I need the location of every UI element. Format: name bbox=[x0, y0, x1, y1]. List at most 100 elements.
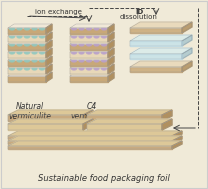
Polygon shape bbox=[108, 48, 114, 58]
Polygon shape bbox=[8, 141, 172, 144]
Polygon shape bbox=[70, 60, 108, 66]
Polygon shape bbox=[8, 76, 46, 82]
Text: C4
vermiculite: C4 vermiculite bbox=[71, 102, 114, 121]
Polygon shape bbox=[72, 60, 77, 62]
Polygon shape bbox=[130, 54, 182, 59]
Polygon shape bbox=[8, 110, 93, 115]
Polygon shape bbox=[102, 44, 106, 46]
Polygon shape bbox=[8, 119, 93, 124]
Polygon shape bbox=[8, 28, 46, 34]
Polygon shape bbox=[8, 115, 83, 121]
Polygon shape bbox=[8, 44, 46, 50]
Polygon shape bbox=[8, 36, 46, 42]
Text: ID: ID bbox=[135, 9, 143, 15]
Polygon shape bbox=[83, 110, 93, 121]
Polygon shape bbox=[25, 44, 30, 46]
Polygon shape bbox=[8, 60, 46, 66]
Polygon shape bbox=[102, 60, 106, 62]
Polygon shape bbox=[130, 54, 182, 59]
Polygon shape bbox=[70, 44, 108, 50]
Polygon shape bbox=[8, 124, 83, 130]
Polygon shape bbox=[10, 44, 15, 46]
Polygon shape bbox=[17, 29, 22, 30]
Polygon shape bbox=[182, 61, 192, 72]
Polygon shape bbox=[8, 131, 182, 136]
Polygon shape bbox=[102, 68, 106, 70]
Polygon shape bbox=[172, 136, 182, 144]
Polygon shape bbox=[8, 40, 52, 44]
Polygon shape bbox=[17, 36, 22, 38]
Polygon shape bbox=[8, 146, 172, 149]
Polygon shape bbox=[130, 41, 182, 46]
Polygon shape bbox=[182, 48, 192, 59]
Polygon shape bbox=[72, 53, 77, 54]
Polygon shape bbox=[94, 44, 99, 46]
Polygon shape bbox=[70, 72, 114, 76]
Polygon shape bbox=[87, 110, 172, 115]
Polygon shape bbox=[87, 53, 92, 54]
Polygon shape bbox=[94, 53, 99, 54]
Polygon shape bbox=[172, 131, 182, 139]
Polygon shape bbox=[10, 36, 15, 38]
Polygon shape bbox=[17, 44, 22, 46]
Polygon shape bbox=[182, 35, 192, 46]
Polygon shape bbox=[25, 29, 30, 30]
Polygon shape bbox=[32, 68, 37, 70]
Text: Natural
vermiculite: Natural vermiculite bbox=[9, 102, 52, 121]
Polygon shape bbox=[46, 64, 52, 74]
Polygon shape bbox=[8, 68, 46, 74]
Polygon shape bbox=[87, 60, 92, 62]
Polygon shape bbox=[46, 40, 52, 50]
Polygon shape bbox=[10, 60, 15, 62]
Polygon shape bbox=[108, 56, 114, 66]
Polygon shape bbox=[70, 40, 114, 44]
Polygon shape bbox=[172, 141, 182, 149]
Polygon shape bbox=[8, 141, 182, 146]
Polygon shape bbox=[46, 24, 52, 34]
Polygon shape bbox=[108, 72, 114, 82]
Polygon shape bbox=[8, 56, 52, 60]
Polygon shape bbox=[40, 44, 45, 46]
Polygon shape bbox=[17, 60, 22, 62]
Polygon shape bbox=[130, 28, 182, 33]
Polygon shape bbox=[25, 53, 30, 54]
Polygon shape bbox=[8, 32, 52, 36]
Polygon shape bbox=[25, 36, 30, 38]
Polygon shape bbox=[70, 52, 108, 58]
Polygon shape bbox=[32, 53, 37, 54]
Polygon shape bbox=[94, 60, 99, 62]
Polygon shape bbox=[102, 29, 106, 30]
Polygon shape bbox=[8, 64, 52, 68]
Polygon shape bbox=[70, 68, 108, 74]
Polygon shape bbox=[102, 36, 106, 38]
Polygon shape bbox=[8, 48, 52, 52]
Polygon shape bbox=[79, 60, 84, 62]
Polygon shape bbox=[162, 119, 172, 130]
Polygon shape bbox=[46, 72, 52, 82]
Polygon shape bbox=[40, 60, 45, 62]
Polygon shape bbox=[70, 56, 114, 60]
Polygon shape bbox=[46, 48, 52, 58]
Polygon shape bbox=[72, 29, 77, 30]
Polygon shape bbox=[79, 44, 84, 46]
Polygon shape bbox=[17, 68, 22, 70]
Polygon shape bbox=[32, 44, 37, 46]
Polygon shape bbox=[87, 44, 92, 46]
Polygon shape bbox=[72, 44, 77, 46]
Polygon shape bbox=[130, 22, 192, 28]
Polygon shape bbox=[10, 68, 15, 70]
Polygon shape bbox=[32, 29, 37, 30]
Polygon shape bbox=[46, 32, 52, 42]
Polygon shape bbox=[8, 24, 52, 28]
Polygon shape bbox=[87, 115, 162, 121]
Polygon shape bbox=[40, 29, 45, 30]
Polygon shape bbox=[40, 53, 45, 54]
Polygon shape bbox=[108, 40, 114, 50]
Polygon shape bbox=[87, 124, 162, 130]
Polygon shape bbox=[25, 60, 30, 62]
Polygon shape bbox=[70, 32, 114, 36]
Polygon shape bbox=[79, 68, 84, 70]
Polygon shape bbox=[70, 76, 108, 82]
Text: dissolution: dissolution bbox=[120, 14, 158, 20]
Polygon shape bbox=[94, 29, 99, 30]
